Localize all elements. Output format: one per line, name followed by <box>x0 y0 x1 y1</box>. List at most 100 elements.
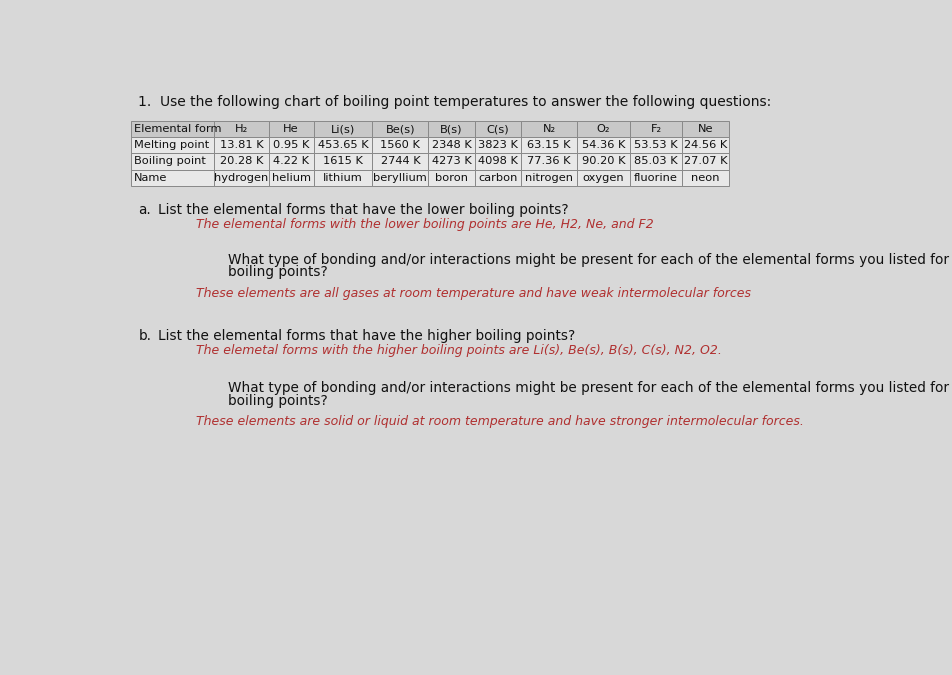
Text: These elements are solid or liquid at room temperature and have stronger intermo: These elements are solid or liquid at ro… <box>196 415 804 428</box>
Bar <box>268 137 313 153</box>
Text: 2348 K: 2348 K <box>431 140 471 151</box>
Text: F₂: F₂ <box>650 124 662 134</box>
Text: oxygen: oxygen <box>583 173 625 183</box>
Text: 2744 K: 2744 K <box>381 157 420 167</box>
Bar <box>372 153 428 169</box>
Bar <box>629 121 683 137</box>
Bar <box>428 169 475 186</box>
Text: 20.28 K: 20.28 K <box>220 157 263 167</box>
Bar <box>214 169 268 186</box>
Text: List the elemental forms that have the lower boiling points?: List the elemental forms that have the l… <box>158 202 568 217</box>
Bar <box>372 169 428 186</box>
Bar <box>268 153 313 169</box>
Bar <box>428 121 475 137</box>
Text: 27.07 K: 27.07 K <box>684 157 727 167</box>
Bar <box>522 121 577 137</box>
Bar <box>372 121 428 137</box>
Text: Be(s): Be(s) <box>386 124 415 134</box>
Text: lithium: lithium <box>323 173 363 183</box>
Text: 4273 K: 4273 K <box>431 157 471 167</box>
Bar <box>130 169 214 186</box>
Text: 1.  Use the following chart of boiling point temperatures to answer the followin: 1. Use the following chart of boiling po… <box>138 95 772 109</box>
Text: 4098 K: 4098 K <box>478 157 518 167</box>
Text: 13.81 K: 13.81 K <box>220 140 264 151</box>
Text: Elemental form: Elemental form <box>133 124 221 134</box>
Text: beryllium: beryllium <box>373 173 427 183</box>
Bar <box>475 137 522 153</box>
Text: These elements are all gases at room temperature and have weak intermolecular fo: These elements are all gases at room tem… <box>196 287 751 300</box>
Bar <box>629 169 683 186</box>
Text: What type of bonding and/or interactions might be present for each of the elemen: What type of bonding and/or interactions… <box>228 252 952 267</box>
Bar <box>214 153 268 169</box>
Bar <box>428 137 475 153</box>
Bar <box>214 121 268 137</box>
Bar <box>268 169 313 186</box>
Text: Li(s): Li(s) <box>331 124 355 134</box>
Bar <box>683 169 729 186</box>
Bar <box>130 137 214 153</box>
Text: 4.22 K: 4.22 K <box>273 157 309 167</box>
Bar <box>522 153 577 169</box>
Bar <box>629 137 683 153</box>
Text: 1615 K: 1615 K <box>323 157 363 167</box>
Text: boron: boron <box>435 173 468 183</box>
Text: 54.36 K: 54.36 K <box>582 140 625 151</box>
Bar <box>522 169 577 186</box>
Text: Melting point: Melting point <box>133 140 209 151</box>
Bar <box>372 137 428 153</box>
Text: nitrogen: nitrogen <box>526 173 573 183</box>
Bar <box>683 137 729 153</box>
Text: Boiling point: Boiling point <box>133 157 206 167</box>
Bar <box>577 153 629 169</box>
Text: He: He <box>284 124 299 134</box>
Text: 85.03 K: 85.03 K <box>634 157 678 167</box>
Bar <box>522 137 577 153</box>
Text: 77.36 K: 77.36 K <box>527 157 571 167</box>
Bar <box>313 121 372 137</box>
Text: List the elemental forms that have the higher boiling points?: List the elemental forms that have the h… <box>158 329 575 343</box>
Text: neon: neon <box>691 173 720 183</box>
Text: The elemental forms with the lower boiling points are He, H2, Ne, and F2: The elemental forms with the lower boili… <box>196 218 654 231</box>
Bar <box>577 137 629 153</box>
Bar <box>577 169 629 186</box>
Text: 3823 K: 3823 K <box>478 140 518 151</box>
Text: 453.65 K: 453.65 K <box>318 140 368 151</box>
Bar <box>577 121 629 137</box>
Text: fluorine: fluorine <box>634 173 678 183</box>
Bar <box>475 169 522 186</box>
Text: N₂: N₂ <box>543 124 556 134</box>
Text: Ne: Ne <box>698 124 713 134</box>
Text: H₂: H₂ <box>235 124 248 134</box>
Text: carbon: carbon <box>478 173 518 183</box>
Bar <box>130 153 214 169</box>
Bar <box>475 153 522 169</box>
Bar <box>268 121 313 137</box>
Text: B(s): B(s) <box>440 124 463 134</box>
Bar <box>313 137 372 153</box>
Bar <box>475 121 522 137</box>
Text: 24.56 K: 24.56 K <box>684 140 727 151</box>
Bar <box>428 153 475 169</box>
Text: The elemetal forms with the higher boiling points are Li(s), Be(s), B(s), C(s), : The elemetal forms with the higher boili… <box>196 344 723 357</box>
Bar <box>214 137 268 153</box>
Text: 90.20 K: 90.20 K <box>582 157 625 167</box>
Text: hydrogen: hydrogen <box>214 173 268 183</box>
Text: a.: a. <box>138 202 151 217</box>
Text: helium: helium <box>271 173 310 183</box>
Bar <box>629 153 683 169</box>
Text: 0.95 K: 0.95 K <box>273 140 309 151</box>
Text: 1560 K: 1560 K <box>381 140 420 151</box>
Text: 63.15 K: 63.15 K <box>527 140 571 151</box>
Text: 53.53 K: 53.53 K <box>634 140 678 151</box>
Bar <box>313 153 372 169</box>
Text: What type of bonding and/or interactions might be present for each of the elemen: What type of bonding and/or interactions… <box>228 381 952 396</box>
Text: C(s): C(s) <box>486 124 509 134</box>
Bar <box>683 153 729 169</box>
Text: Name: Name <box>133 173 168 183</box>
Bar <box>130 121 214 137</box>
Text: b.: b. <box>138 329 151 343</box>
Text: O₂: O₂ <box>597 124 610 134</box>
Bar <box>313 169 372 186</box>
Bar <box>683 121 729 137</box>
Text: boiling points?: boiling points? <box>228 394 327 408</box>
